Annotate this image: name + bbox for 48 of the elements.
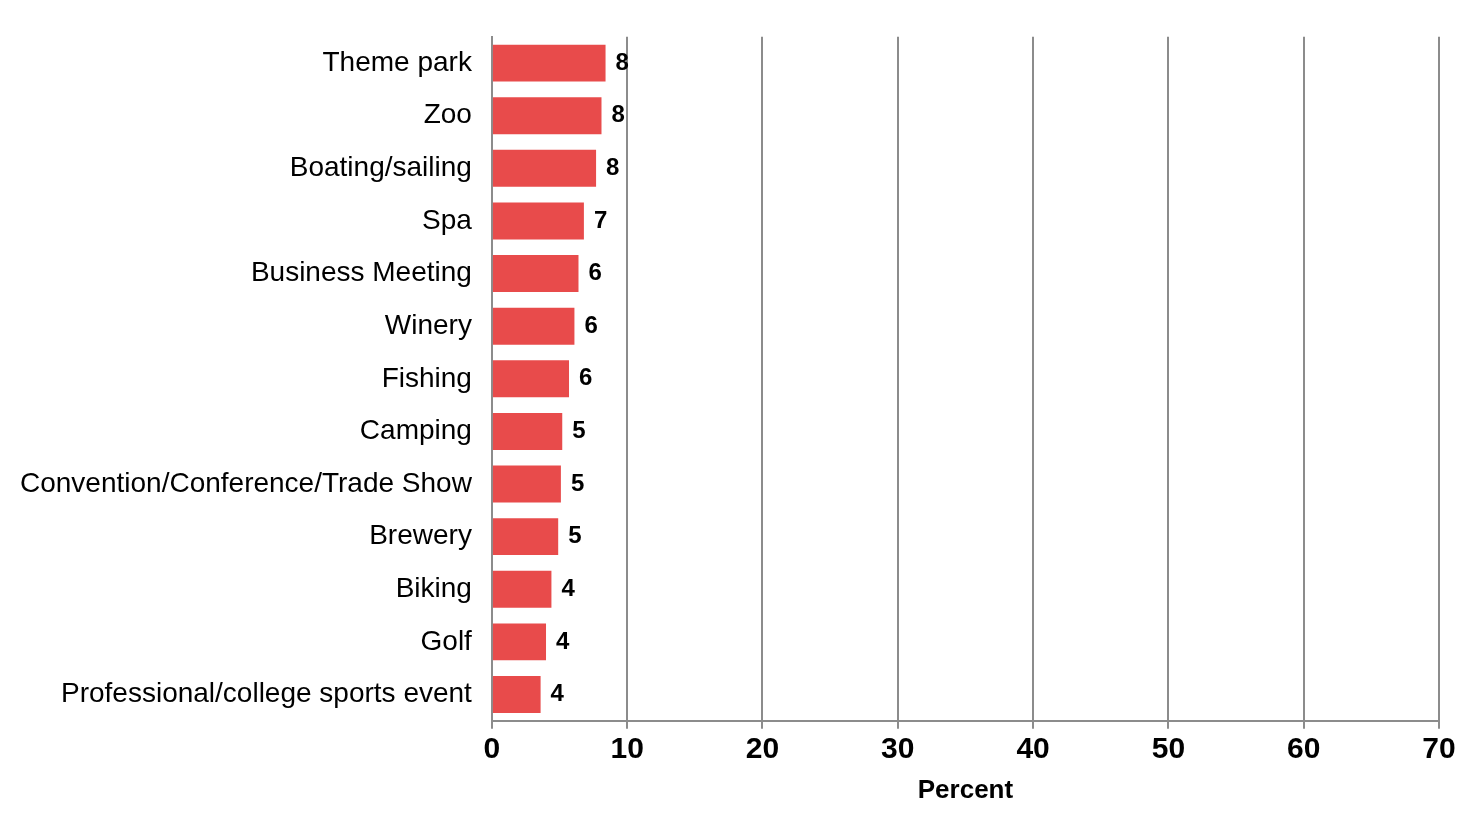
data-label: 5 — [568, 521, 582, 549]
data-label: 6 — [588, 258, 602, 286]
bar — [492, 465, 561, 503]
data-label: 8 — [611, 100, 625, 128]
y-tick-label: Fishing — [381, 361, 472, 393]
x-tick-label: 20 — [745, 731, 780, 765]
y-tick-label: Zoo — [423, 98, 472, 130]
y-tick-label: Golf — [420, 624, 473, 656]
y-tick-label: Winery — [384, 308, 472, 340]
bar — [492, 623, 547, 661]
x-tick-label: 10 — [610, 731, 644, 765]
bar — [492, 570, 552, 608]
x-tick-label: 40 — [1016, 731, 1050, 765]
y-tick-label: Convention/Conference/Trade Show — [19, 466, 473, 498]
bar — [492, 97, 602, 135]
bar — [492, 360, 570, 398]
bar — [492, 307, 575, 345]
y-tick-label: Boating/sailing — [289, 151, 472, 183]
data-label: 7 — [593, 205, 608, 233]
x-tick-label: 50 — [1151, 731, 1186, 765]
bar — [492, 44, 606, 82]
bar — [492, 149, 597, 187]
data-label: 6 — [579, 363, 593, 391]
x-tick-label: 60 — [1287, 731, 1321, 765]
bar — [492, 202, 584, 240]
y-tick-label: Theme park — [322, 45, 473, 77]
data-label: 8 — [615, 47, 629, 75]
y-tick-label: Spa — [422, 203, 473, 235]
bar — [492, 676, 541, 713]
x-axis-title: Percent — [917, 773, 1014, 804]
bar — [492, 255, 579, 293]
bar — [492, 412, 563, 450]
x-tick-label: 30 — [881, 731, 915, 765]
y-tick-label: Business Meeting — [250, 256, 472, 288]
data-label: 8 — [606, 152, 620, 180]
y-tick-label: Professional/college sports event — [60, 677, 473, 709]
data-label: 4 — [556, 626, 571, 654]
data-label: 4 — [561, 573, 576, 601]
bar — [492, 518, 559, 556]
data-label: 4 — [550, 679, 565, 707]
x-tick-label: 70 — [1422, 731, 1456, 765]
data-label: 5 — [572, 416, 586, 444]
data-label: 5 — [570, 468, 585, 496]
y-tick-label: Brewery — [369, 519, 472, 551]
y-tick-label: Camping — [359, 414, 472, 446]
y-tick-label: Biking — [395, 571, 472, 603]
x-tick-label: 0 — [483, 731, 501, 765]
data-label: 6 — [584, 310, 598, 338]
